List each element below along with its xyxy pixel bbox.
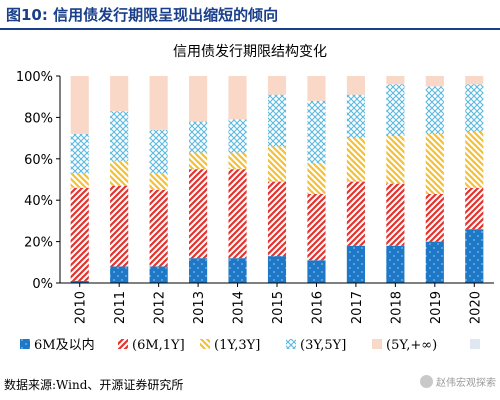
legend-label-3Y-5Y: (3Y,5Y]: [300, 338, 346, 353]
x-tick-label: 2015: [271, 291, 286, 324]
legend-swatch-3Y-5Y: [286, 339, 296, 349]
bar-segment-5Y+: [425, 76, 444, 87]
bar-segment-1Y-3Y: [465, 131, 484, 188]
bar-segment-1Y-3Y: [149, 173, 168, 190]
bar-segment-1Y-3Y: [425, 133, 444, 194]
bar-segment-6M: [189, 258, 208, 283]
bar-segment-1Y-3Y: [228, 152, 247, 170]
bar-segment-6M: [346, 245, 365, 283]
bar-segment-6M: [386, 245, 405, 283]
header-rule: [0, 28, 500, 30]
legend-swatch-6M: [20, 339, 30, 349]
bar-segment-6M-1Y: [386, 183, 405, 246]
bar-segment-6M: [307, 260, 326, 283]
bar-segment-6M: [267, 256, 287, 283]
watermark-text: 赵伟宏观探索: [436, 378, 496, 389]
bar-segment-6M: [149, 266, 168, 283]
watermark: 赵伟宏观探索: [420, 374, 496, 389]
x-tick-label: 2016: [310, 291, 325, 324]
bar-segment-5Y+: [307, 76, 326, 101]
legend-label-1Y-3Y: (1Y,3Y]: [214, 338, 260, 353]
x-tick-label: 2019: [429, 291, 444, 324]
bar-segment-1Y-3Y: [386, 136, 405, 184]
bar-segment-1Y-3Y: [346, 138, 365, 182]
wechat-icon: [420, 375, 433, 388]
bar-segment-5Y+: [110, 76, 129, 112]
bar-segment-1Y-3Y: [189, 152, 208, 170]
bar-segment-1Y-3Y: [110, 160, 129, 186]
x-tick-label: 2020: [468, 291, 483, 324]
bar-segment-6M-1Y: [465, 187, 484, 230]
figure-header: 图10: 信用债发行期限呈现出缩短的倾向: [0, 0, 500, 30]
bar-segment-6M-1Y: [228, 169, 247, 259]
figure-title: 信用债发行期限呈现出缩短的倾向: [53, 6, 279, 24]
bar-segment-3Y-5Y: [346, 94, 365, 139]
legend-swatch-1Y-3Y: [200, 339, 210, 349]
bar-segment-6M-1Y: [70, 187, 89, 281]
bar-segment-5Y+: [386, 76, 405, 85]
bar-segment-3Y-5Y: [267, 94, 287, 147]
bar-segment-6M-1Y: [189, 169, 208, 259]
chart-title: 信用债发行期限结构变化: [173, 44, 327, 60]
y-tick-label: 40%: [24, 194, 53, 209]
bar-segment-3Y-5Y: [149, 129, 168, 174]
figure-label: 图10:: [6, 6, 48, 24]
legend-extra-swatch: [470, 339, 480, 349]
legend-label-6M: 6M及以内: [34, 337, 95, 353]
x-tick-label: 2013: [192, 291, 207, 324]
y-tick-label: 60%: [24, 153, 53, 168]
bar-segment-5Y+: [267, 76, 287, 95]
bar-segment-6M: [465, 229, 484, 283]
y-tick-label: 80%: [24, 111, 53, 126]
bar-segment-1Y-3Y: [307, 162, 326, 194]
bar-segment-3Y-5Y: [228, 119, 247, 153]
bar-segment-3Y-5Y: [189, 121, 208, 153]
bar-segment-6M: [425, 241, 444, 283]
bar-segment-3Y-5Y: [425, 86, 444, 134]
bar-segment-5Y+: [189, 76, 208, 122]
bar-segment-6M-1Y: [267, 181, 287, 257]
x-tick-label: 2018: [389, 291, 404, 324]
bar-segment-6M: [110, 266, 129, 283]
bar-segment-5Y+: [346, 76, 365, 95]
x-tick-label: 2012: [153, 291, 168, 324]
y-tick-label: 0%: [32, 277, 53, 292]
bar-segment-6M-1Y: [425, 193, 444, 242]
bar-segment-1Y-3Y: [267, 146, 287, 182]
figure-caption: 图10: 信用债发行期限呈现出缩短的倾向: [6, 4, 278, 25]
bar-segment-6M: [70, 280, 89, 283]
stacked-bar-chart: 信用债发行期限结构变化 0% 20% 40% 60% 80% 100% 2010 2011 201…: [16, 44, 494, 353]
bar-segment-6M-1Y: [346, 181, 365, 246]
bar-segment-3Y-5Y: [110, 111, 129, 161]
bar-segment-3Y-5Y: [465, 84, 484, 132]
bar-segment-3Y-5Y: [70, 133, 89, 174]
legend-swatch-6M-1Y: [118, 339, 128, 349]
bar-segment-6M: [228, 258, 247, 283]
bar-segment-1Y-3Y: [70, 173, 89, 188]
bar-segment-6M-1Y: [307, 193, 326, 261]
bar-segment-6M-1Y: [110, 185, 129, 267]
bar-segment-3Y-5Y: [386, 84, 405, 137]
y-tick-label: 100%: [16, 70, 53, 85]
legend-label-5Y+: (5Y,+∞): [386, 338, 437, 353]
bar-segment-3Y-5Y: [307, 100, 326, 163]
bar-segment-5Y+: [228, 76, 247, 120]
legend-label-6M-1Y: (6M,1Y]: [132, 338, 185, 353]
x-tick-label: 2010: [74, 291, 89, 324]
bar-segment-5Y+: [149, 76, 168, 130]
x-tick-label: 2017: [350, 291, 365, 324]
y-tick-label: 20%: [24, 236, 53, 251]
x-tick-label: 2014: [232, 291, 247, 324]
bar-segment-6M-1Y: [149, 189, 168, 267]
bar-segment-5Y+: [465, 76, 484, 85]
source-note: 数据来源:Wind、开源证券研究所: [4, 378, 184, 392]
bar-segment-5Y+: [70, 76, 89, 134]
x-tick-label: 2011: [113, 291, 128, 324]
legend-swatch-5Y+: [372, 339, 382, 349]
